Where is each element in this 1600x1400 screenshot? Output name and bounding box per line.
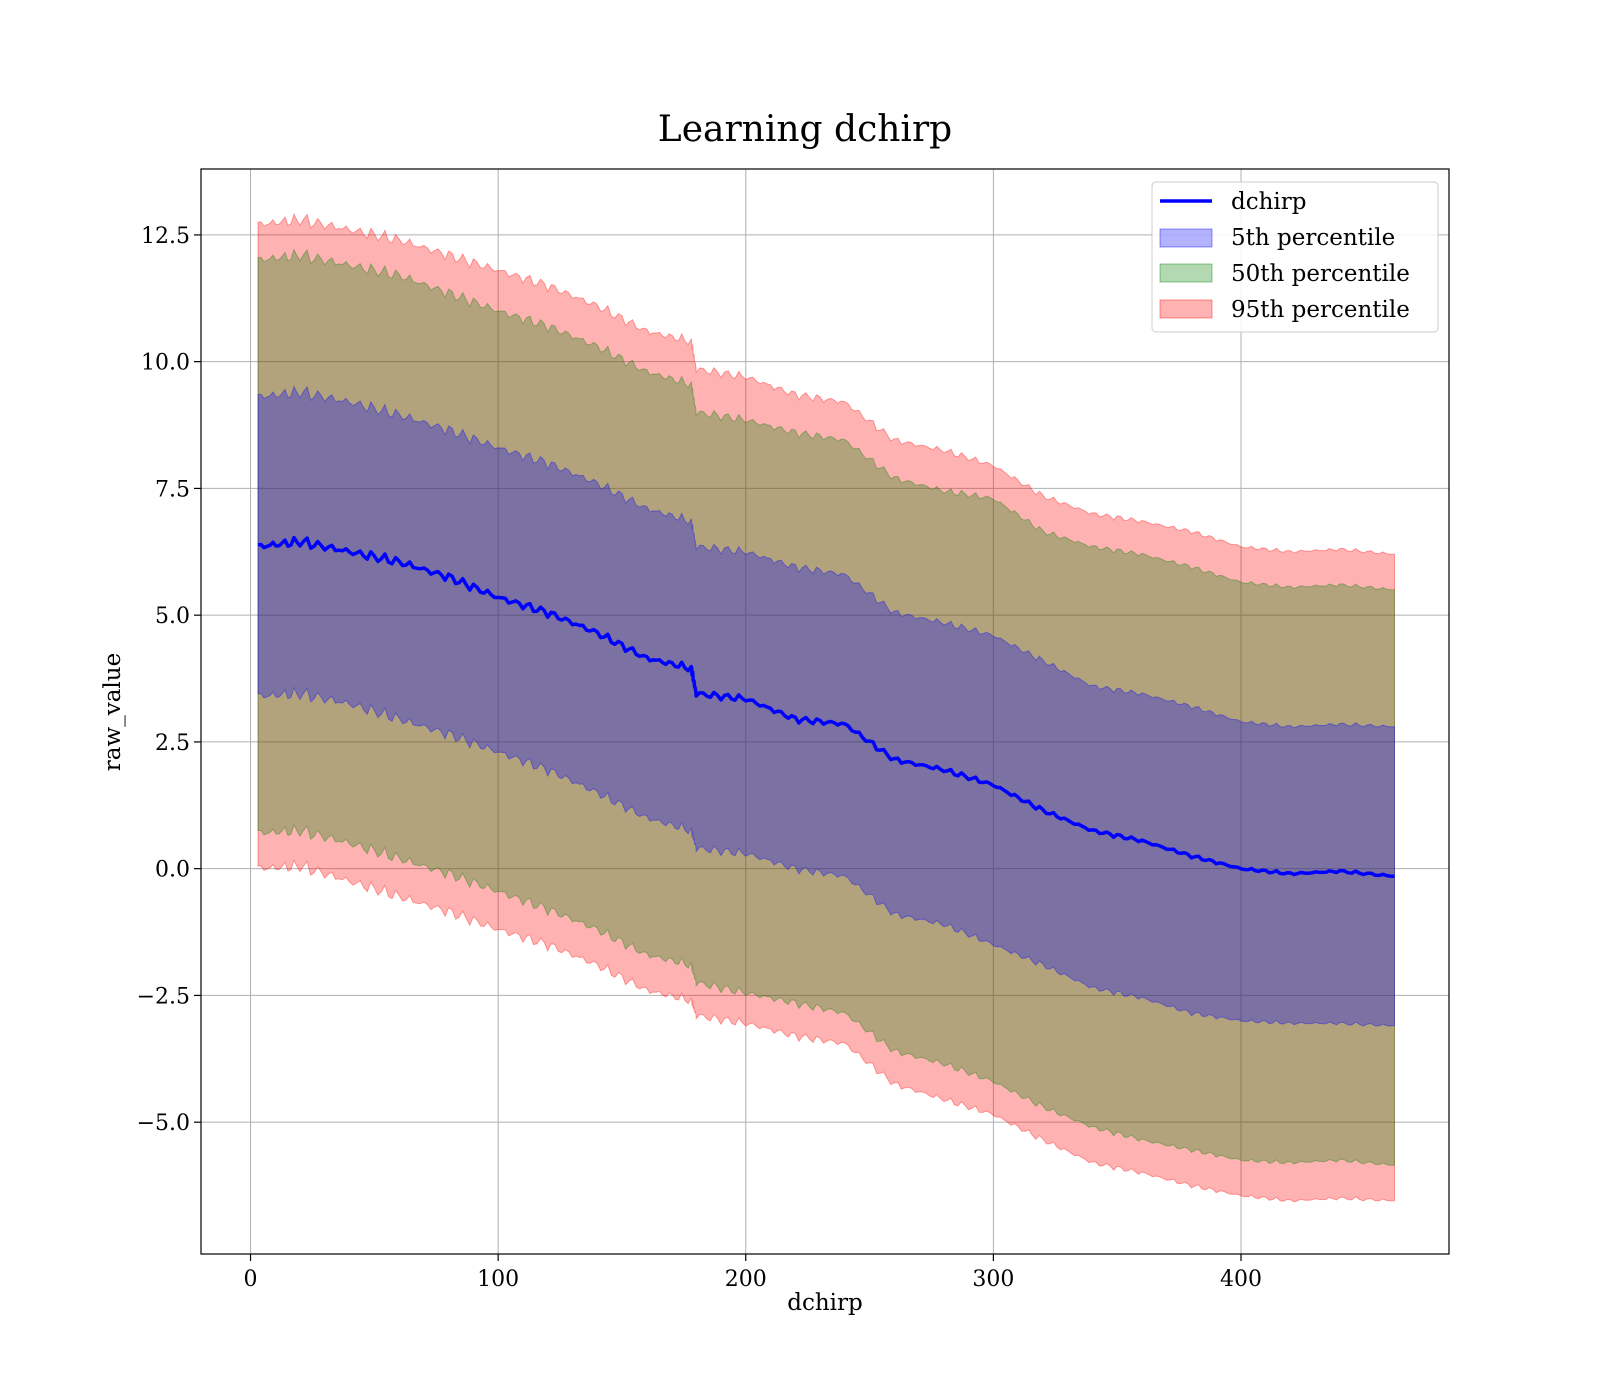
legend: dchirp 5th percentile 50th percentile 95…: [1151, 181, 1439, 333]
x-tick-label: 300: [972, 1267, 1014, 1292]
percentile-bands: [257, 212, 1395, 1203]
legend-label-dchirp: dchirp: [1231, 189, 1307, 215]
x-tick-label: 100: [477, 1267, 519, 1292]
y-axis-label: raw_value: [100, 653, 126, 771]
x-tick-label: 400: [1220, 1267, 1262, 1292]
y-tick-label: −2.5: [137, 984, 190, 1009]
y-tick-label: 10.0: [141, 351, 190, 376]
y-tick-label: 5.0: [155, 604, 190, 629]
y-tick-label: 0.0: [155, 858, 190, 883]
x-tick-label: 200: [725, 1267, 767, 1292]
legend-label-5th-percentile: 5th percentile: [1231, 225, 1395, 251]
x-axis-label: dchirp: [787, 1290, 863, 1316]
y-tick-label: −5.0: [137, 1111, 190, 1136]
plot-frame: [200, 168, 1450, 1255]
y-axis-ticks: −5.0 −2.5 0.0 2.5 5.0 7.5 10.0 12.5: [137, 224, 201, 1136]
x-axis-ticks: 0 100 200 300 400: [244, 1254, 1262, 1292]
series-lines: [257, 535, 1395, 879]
chart-title: Learning dchirp: [658, 109, 952, 150]
band-5th-percentile: [257, 385, 1395, 1027]
plot-area: [200, 168, 1450, 1255]
legend-swatch-95th-percentile: [1159, 299, 1213, 319]
series-line-dchirp: [257, 535, 1395, 879]
legend-swatch-5th-percentile: [1159, 228, 1213, 248]
y-tick-label: 7.5: [155, 477, 190, 502]
band-50th-percentile: [257, 248, 1395, 1166]
legend-swatch-50th-percentile: [1159, 263, 1213, 283]
band-95th-percentile: [257, 212, 1395, 1203]
y-tick-label: 12.5: [141, 224, 190, 249]
legend-box: [1151, 181, 1439, 333]
y-tick-label: 2.5: [155, 731, 190, 756]
x-tick-label: 0: [244, 1267, 258, 1292]
grid-lines: [201, 169, 1449, 1254]
legend-label-95th-percentile: 95th percentile: [1231, 297, 1410, 323]
legend-label-50th-percentile: 50th percentile: [1231, 261, 1410, 287]
